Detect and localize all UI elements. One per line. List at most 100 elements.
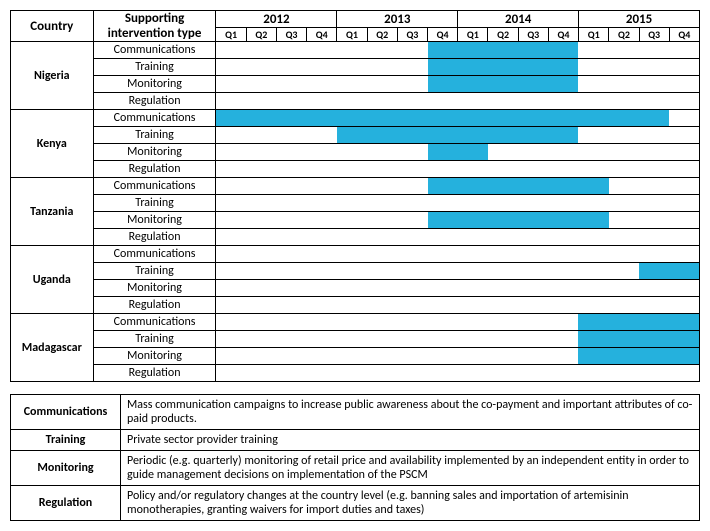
hdr-quarter: Q1 [216, 28, 246, 42]
gantt-bar-cell [216, 348, 700, 365]
country-cell: Nigeria [11, 42, 94, 110]
hdr-year: 2012 [216, 11, 337, 28]
hdr-year: 2014 [458, 11, 579, 28]
hdr-quarter: Q1 [579, 28, 609, 42]
intervention-type-cell: Communications [93, 314, 216, 331]
gantt-bar [578, 348, 699, 364]
gantt-bar-cell [216, 59, 700, 76]
gantt-bar [578, 314, 699, 330]
intervention-type-cell: Monitoring [93, 280, 216, 297]
gantt-bar [639, 263, 699, 279]
gantt-track [216, 297, 699, 313]
definition-label: Monitoring [11, 451, 121, 486]
gantt-bar-cell [216, 229, 700, 246]
gantt-row: Monitoring [11, 76, 700, 93]
intervention-type-cell: Training [93, 59, 216, 76]
gantt-row: Training [11, 263, 700, 280]
gantt-track [216, 144, 699, 160]
hdr-quarter: Q4 [307, 28, 337, 42]
gantt-row: Regulation [11, 297, 700, 314]
hdr-country: Country [11, 11, 94, 42]
hdr-quarter: Q3 [276, 28, 306, 42]
gantt-row: Monitoring [11, 348, 700, 365]
gantt-bar [428, 59, 579, 75]
gantt-bar-cell [216, 280, 700, 297]
definition-label: Training [11, 430, 121, 451]
gantt-row: Regulation [11, 93, 700, 110]
gantt-track [216, 263, 699, 279]
hdr-type: Supporting intervention type [93, 11, 216, 42]
country-cell: Uganda [11, 246, 94, 314]
hdr-quarter: Q2 [246, 28, 276, 42]
intervention-type-cell: Communications [93, 246, 216, 263]
hdr-quarter: Q4 [428, 28, 458, 42]
intervention-type-cell: Regulation [93, 161, 216, 178]
gantt-bar [428, 144, 488, 160]
country-cell: Madagascar [11, 314, 94, 382]
gantt-bar-cell [216, 297, 700, 314]
gantt-row: Training [11, 331, 700, 348]
gantt-track [216, 331, 699, 347]
intervention-type-cell: Regulation [93, 297, 216, 314]
hdr-quarter: Q3 [397, 28, 427, 42]
gantt-bar-cell [216, 246, 700, 263]
gantt-row: Training [11, 127, 700, 144]
hdr-quarter: Q2 [488, 28, 518, 42]
hdr-quarter: Q3 [518, 28, 548, 42]
gantt-row: Monitoring [11, 144, 700, 161]
definition-text: Mass communication campaigns to increase… [121, 395, 700, 430]
gantt-bar-cell [216, 365, 700, 382]
definitions-table: CommunicationsMass communication campaig… [10, 394, 700, 521]
intervention-type-cell: Training [93, 331, 216, 348]
intervention-type-cell: Communications [93, 42, 216, 59]
gantt-table: Country Supporting intervention type 201… [10, 10, 700, 382]
gantt-bar [578, 331, 699, 347]
hdr-quarter: Q1 [458, 28, 488, 42]
gantt-row: UgandaCommunications [11, 246, 700, 263]
gantt-body: NigeriaCommunicationsTrainingMonitoringR… [11, 42, 700, 382]
intervention-type-cell: Training [93, 127, 216, 144]
gantt-track [216, 42, 699, 58]
gantt-bar [428, 42, 579, 58]
definition-text: Periodic (e.g. quarterly) monitoring of … [121, 451, 700, 486]
intervention-type-cell: Communications [93, 178, 216, 195]
gantt-track [216, 110, 699, 126]
gantt-header: Country Supporting intervention type 201… [11, 11, 700, 42]
hdr-year: 2013 [337, 11, 458, 28]
gantt-track [216, 365, 699, 381]
definition-text: Private sector provider training [121, 430, 700, 451]
definition-row: RegulationPolicy and/or regulatory chang… [11, 486, 700, 521]
gantt-track [216, 178, 699, 194]
gantt-bar-cell [216, 263, 700, 280]
hdr-quarter: Q4 [548, 28, 578, 42]
gantt-bar-cell [216, 161, 700, 178]
gantt-row: NigeriaCommunications [11, 42, 700, 59]
gantt-track [216, 280, 699, 296]
country-cell: Kenya [11, 110, 94, 178]
hdr-quarter: Q1 [337, 28, 367, 42]
gantt-track [216, 229, 699, 245]
gantt-row: Training [11, 59, 700, 76]
gantt-bar-cell [216, 212, 700, 229]
gantt-bar-cell [216, 314, 700, 331]
gantt-row: Regulation [11, 365, 700, 382]
intervention-type-cell: Monitoring [93, 76, 216, 93]
intervention-type-cell: Training [93, 195, 216, 212]
gantt-track [216, 246, 699, 262]
definition-label: Communications [11, 395, 121, 430]
intervention-type-cell: Training [93, 263, 216, 280]
hdr-quarter: Q2 [609, 28, 639, 42]
hdr-quarter: Q3 [639, 28, 669, 42]
gantt-row: MadagascarCommunications [11, 314, 700, 331]
intervention-type-cell: Monitoring [93, 348, 216, 365]
gantt-bar-cell [216, 42, 700, 59]
hdr-year: 2015 [579, 11, 700, 28]
gantt-track [216, 59, 699, 75]
gantt-row: KenyaCommunications [11, 110, 700, 127]
gantt-row: Training [11, 195, 700, 212]
gantt-bar-cell [216, 127, 700, 144]
intervention-type-cell: Communications [93, 110, 216, 127]
gantt-track [216, 127, 699, 143]
gantt-track [216, 212, 699, 228]
gantt-bar-cell [216, 110, 700, 127]
